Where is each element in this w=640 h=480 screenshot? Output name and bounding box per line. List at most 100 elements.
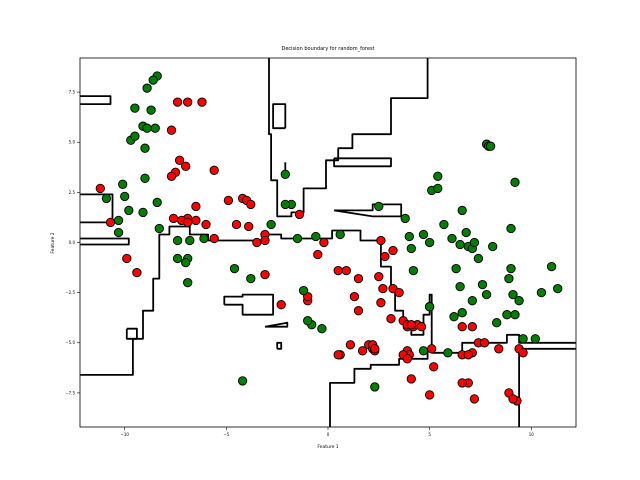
point-class-1 xyxy=(546,261,557,272)
boundary-path-3 xyxy=(125,327,138,340)
point-class-1 xyxy=(374,201,384,212)
point-class-1 xyxy=(467,296,477,306)
y-tick-label: −7.5 xyxy=(65,390,75,395)
point-class-0 xyxy=(132,267,142,278)
point-class-0 xyxy=(166,125,177,135)
y-tick-label: 2.5 xyxy=(69,190,76,195)
point-class-1 xyxy=(553,283,563,294)
point-class-1 xyxy=(266,219,276,230)
point-class-1 xyxy=(455,281,465,292)
point-class-0 xyxy=(518,348,528,358)
point-class-1 xyxy=(152,197,162,208)
point-class-1 xyxy=(237,376,248,386)
y-tick-label: −5.0 xyxy=(65,340,75,345)
point-class-0 xyxy=(376,298,386,308)
point-class-0 xyxy=(260,235,270,246)
point-class-1 xyxy=(443,348,453,358)
point-class-1 xyxy=(504,273,514,284)
point-class-0 xyxy=(376,235,386,246)
point-class-0 xyxy=(378,283,388,294)
point-class-1 xyxy=(181,257,191,268)
point-class-0 xyxy=(276,300,286,310)
point-class-1 xyxy=(172,235,183,246)
point-class-1 xyxy=(530,334,540,344)
point-class-0 xyxy=(463,350,473,360)
point-class-0 xyxy=(172,97,183,107)
point-class-0 xyxy=(181,161,191,171)
point-class-1 xyxy=(418,229,429,240)
point-class-0 xyxy=(168,213,179,224)
point-class-0 xyxy=(353,273,364,284)
point-class-0 xyxy=(201,219,211,230)
point-class-0 xyxy=(174,155,185,165)
boundary-path-2 xyxy=(80,237,130,246)
point-class-0 xyxy=(457,378,467,388)
point-class-0 xyxy=(122,253,132,264)
point-class-1 xyxy=(477,279,488,290)
point-class-0 xyxy=(402,354,412,364)
boundary-path-4 xyxy=(268,58,429,218)
point-class-1 xyxy=(506,263,516,274)
point-class-0 xyxy=(319,237,329,248)
plot-area xyxy=(79,57,577,428)
point-class-0 xyxy=(416,322,427,332)
point-class-1 xyxy=(246,273,256,284)
point-class-0 xyxy=(508,394,518,404)
point-class-0 xyxy=(223,195,234,206)
boundary-path-11 xyxy=(276,341,283,350)
point-class-0 xyxy=(357,346,368,356)
y-tick-label: 7.5 xyxy=(69,89,76,94)
y-tick-label: 0.0 xyxy=(69,240,76,245)
y-tick-label: 5.0 xyxy=(69,140,76,145)
point-class-1 xyxy=(140,143,150,153)
point-class-1 xyxy=(488,241,498,252)
point-class-1 xyxy=(142,83,152,93)
point-class-1 xyxy=(514,296,524,306)
point-class-1 xyxy=(457,205,467,216)
point-class-1 xyxy=(183,277,193,288)
point-class-0 xyxy=(191,201,201,212)
point-class-0 xyxy=(424,390,435,400)
point-class-1 xyxy=(154,223,164,234)
point-class-1 xyxy=(457,308,467,318)
point-class-1 xyxy=(298,285,309,296)
y-axis: −7.5 −5.0 −2.5 0.0 2.5 5.0 7.5 xyxy=(65,89,80,395)
point-class-0 xyxy=(105,217,116,228)
boundary-path-1 xyxy=(80,225,576,376)
boundary-path-12 xyxy=(329,347,436,427)
x-tick-label: −5 xyxy=(223,432,229,437)
point-class-0 xyxy=(333,350,343,360)
point-class-0 xyxy=(469,394,480,404)
point-class-0 xyxy=(244,221,254,232)
point-class-1 xyxy=(280,169,290,179)
point-class-0 xyxy=(209,165,219,175)
y-tick-label: −2.5 xyxy=(65,290,75,295)
point-class-1 xyxy=(120,191,130,202)
point-class-0 xyxy=(209,233,219,244)
point-class-0 xyxy=(166,171,177,181)
point-class-1 xyxy=(469,237,480,248)
point-class-1 xyxy=(461,227,471,238)
point-class-0 xyxy=(294,209,305,220)
point-class-1 xyxy=(510,310,520,320)
point-class-0 xyxy=(494,344,504,354)
point-class-0 xyxy=(406,320,416,330)
point-class-0 xyxy=(260,269,270,280)
point-class-1 xyxy=(451,263,461,274)
point-class-1 xyxy=(292,233,303,244)
point-class-1 xyxy=(124,205,134,216)
point-class-1 xyxy=(280,199,290,210)
boundary-path-10 xyxy=(264,321,289,328)
point-class-1 xyxy=(303,316,313,326)
point-class-0 xyxy=(246,199,256,210)
x-tick-label: 0 xyxy=(327,432,330,437)
point-class-1 xyxy=(138,207,148,218)
x-tick-label: 5 xyxy=(428,432,431,437)
data-points xyxy=(95,71,563,406)
point-class-0 xyxy=(353,306,364,316)
point-class-1 xyxy=(113,227,124,238)
point-class-0 xyxy=(427,344,437,354)
point-class-1 xyxy=(400,213,410,224)
point-class-0 xyxy=(349,291,360,302)
point-class-0 xyxy=(252,237,262,248)
